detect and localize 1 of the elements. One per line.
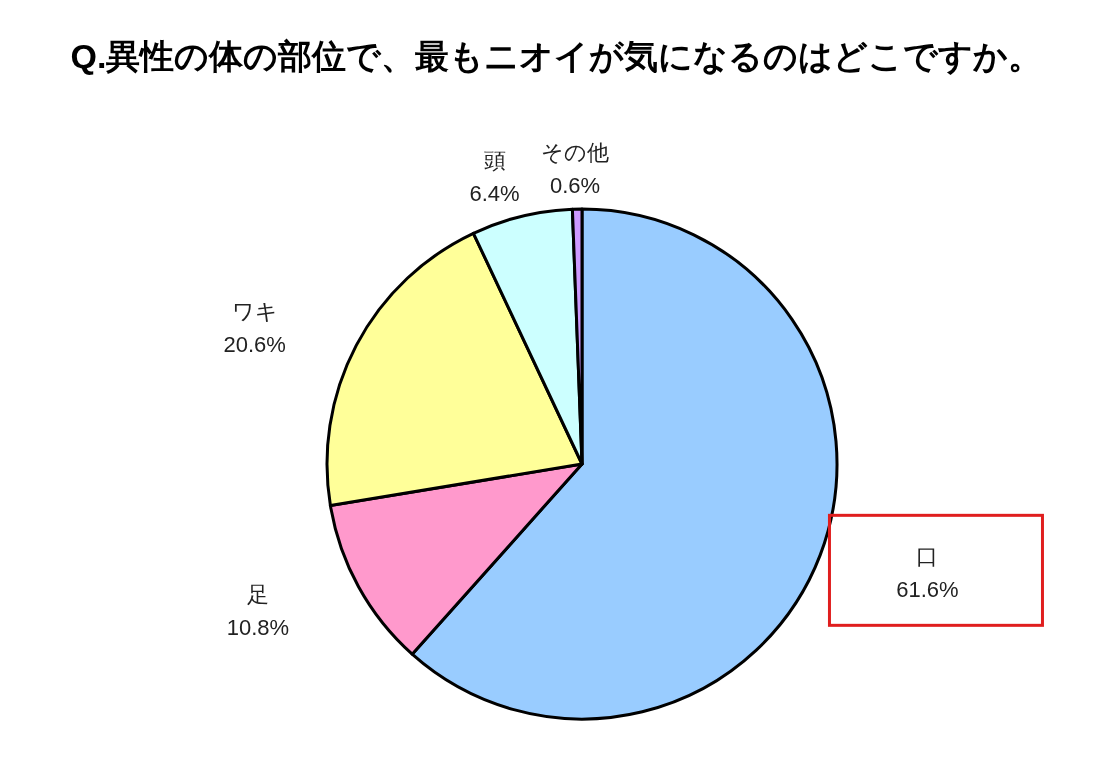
title: Q.異性の体の部位で、最もニオイが気になるのはどこですか。 [70, 37, 1043, 75]
